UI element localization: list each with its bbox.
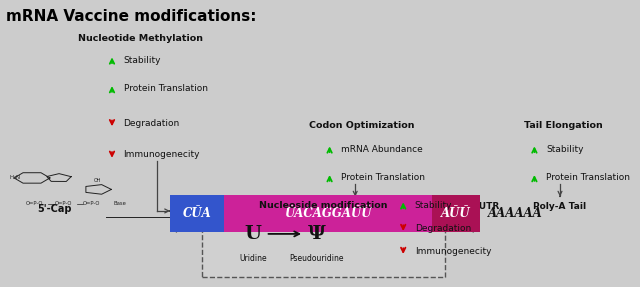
Text: Protein Translation: Protein Translation (341, 173, 425, 183)
Text: 3'-UTR: 3'-UTR (467, 202, 500, 211)
Text: 5'-UTR: 5'-UTR (179, 202, 212, 211)
Text: mRNA Abundance: mRNA Abundance (341, 145, 423, 154)
Text: 5'-Cap: 5'-Cap (37, 204, 72, 214)
Text: O=P-O: O=P-O (26, 201, 43, 206)
Text: mRNA Vaccine modifications:: mRNA Vaccine modifications: (6, 9, 257, 24)
Bar (224, 195, 432, 232)
Text: Pseudouridine: Pseudouridine (289, 254, 344, 263)
Text: Tail Elongation: Tail Elongation (524, 121, 603, 129)
Text: O=P-O: O=P-O (83, 201, 100, 206)
Text: Immunogenecity: Immunogenecity (415, 247, 492, 256)
Text: H$_2$N: H$_2$N (9, 173, 21, 183)
Text: Degradation: Degradation (415, 224, 471, 233)
Bar (170, 195, 224, 232)
Text: CŪA: CŪA (182, 207, 211, 220)
Text: Degradation: Degradation (124, 119, 180, 128)
Text: ŪACAGGAŪŪ: ŪACAGGAŪŪ (284, 207, 372, 220)
Text: O=P-O: O=P-O (54, 201, 72, 206)
Bar (432, 195, 480, 232)
Text: Protein Translation: Protein Translation (546, 173, 630, 183)
FancyBboxPatch shape (202, 197, 445, 277)
Text: Protein coding sequence: Protein coding sequence (287, 201, 424, 211)
Text: Stability: Stability (546, 145, 584, 154)
Text: Nucleotide Methylation: Nucleotide Methylation (78, 34, 204, 43)
Text: Base: Base (113, 201, 126, 206)
Text: OH: OH (93, 178, 101, 183)
Text: Stability: Stability (415, 201, 452, 210)
Text: AAAAAA: AAAAAA (488, 207, 543, 220)
Text: AŪŪ: AŪŪ (441, 207, 471, 220)
Text: U: U (244, 225, 261, 243)
Text: Stability: Stability (124, 56, 161, 65)
Text: Ψ: Ψ (308, 225, 326, 243)
Text: Poly-A Tail: Poly-A Tail (533, 202, 587, 211)
Text: Immunogenecity: Immunogenecity (124, 150, 200, 160)
Text: Codon Optimization: Codon Optimization (309, 121, 414, 129)
Text: Nucleoside modification: Nucleoside modification (259, 201, 387, 210)
Text: Protein Translation: Protein Translation (124, 84, 207, 94)
Text: Uridine: Uridine (239, 254, 267, 263)
